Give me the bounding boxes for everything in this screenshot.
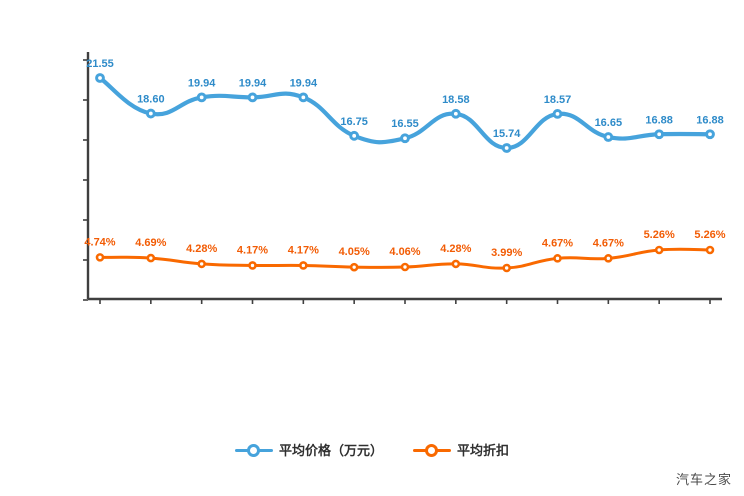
data-point[interactable]	[95, 73, 105, 83]
data-label: 3.99%	[491, 247, 522, 259]
data-label: 16.75	[340, 116, 368, 128]
data-point[interactable]	[705, 245, 715, 255]
data-label: 16.65	[595, 117, 623, 129]
data-label: 19.94	[239, 77, 267, 89]
data-point[interactable]	[349, 262, 359, 272]
chart-legend: 平均价格（万元） 平均折扣	[0, 440, 744, 459]
data-point[interactable]	[196, 92, 207, 103]
legend-item-average-discount[interactable]: 平均折扣	[413, 440, 509, 459]
data-point[interactable]	[604, 254, 613, 263]
data-label: 16.88	[696, 114, 724, 126]
data-point[interactable]	[603, 132, 614, 142]
data-point[interactable]	[400, 133, 410, 144]
data-label: 4.28%	[440, 243, 471, 255]
data-label: 4.74%	[84, 236, 115, 248]
legend-marker-orange-icon	[413, 443, 451, 457]
data-point[interactable]	[400, 262, 410, 272]
data-label: 4.17%	[237, 244, 268, 256]
data-label: 4.67%	[593, 237, 624, 249]
y-axis-ticks	[83, 59, 88, 301]
data-point[interactable]	[95, 253, 105, 262]
data-label: 16.88	[645, 114, 673, 126]
data-label: 19.94	[290, 77, 318, 89]
legend-item-average-price[interactable]: 平均价格（万元）	[234, 440, 383, 459]
legend-label-average-price: 平均价格（万元）	[278, 443, 383, 458]
data-label: 5.26%	[644, 229, 675, 241]
data-label: 5.26%	[694, 229, 725, 241]
data-label: 4.67%	[542, 237, 573, 249]
data-label: 4.69%	[135, 237, 166, 249]
series-labels-average-discount: 4.74% 4.69% 4.28% 4.17% 4.17% 4.05% 4.06% 4.28%…	[84, 229, 725, 259]
data-label: 18.57	[544, 94, 572, 106]
data-label: 15.74	[493, 128, 521, 140]
data-point[interactable]	[654, 245, 664, 255]
data-label: 19.94	[188, 77, 216, 89]
legend-label-average-discount: 平均折扣	[457, 443, 510, 458]
data-point[interactable]	[502, 263, 511, 273]
data-point[interactable]	[146, 253, 156, 263]
data-point[interactable]	[450, 108, 461, 119]
data-point[interactable]	[197, 259, 206, 269]
data-point[interactable]	[247, 92, 258, 103]
data-point[interactable]	[298, 92, 309, 103]
data-label: 16.55	[391, 118, 419, 130]
series-points-average-discount	[95, 245, 715, 273]
data-point[interactable]	[553, 254, 562, 263]
series-labels-average-price: 21.55 18.60 19.94 19.94 19.94 16.75 16.55 18.58…	[86, 58, 724, 140]
data-point[interactable]	[451, 259, 461, 269]
data-label: 4.28%	[186, 243, 217, 255]
watermark-autohome: 汽车之家	[675, 473, 732, 488]
data-label: 4.06%	[389, 246, 420, 258]
data-label: 18.60	[137, 94, 165, 106]
data-label: 18.58	[442, 94, 470, 106]
data-point[interactable]	[654, 129, 665, 140]
data-point[interactable]	[145, 108, 156, 119]
x-axis-ticks	[99, 299, 711, 304]
data-label: 4.17%	[288, 244, 319, 256]
data-point[interactable]	[248, 261, 257, 270]
data-label: 4.05%	[339, 246, 370, 258]
data-point[interactable]	[349, 130, 360, 141]
data-point[interactable]	[705, 129, 715, 140]
series-points-average-price	[95, 73, 715, 153]
data-point[interactable]	[552, 109, 563, 119]
legend-marker-blue-icon	[234, 443, 273, 457]
data-label: 21.55	[86, 58, 114, 70]
data-point[interactable]	[501, 143, 512, 153]
data-point[interactable]	[299, 261, 308, 270]
